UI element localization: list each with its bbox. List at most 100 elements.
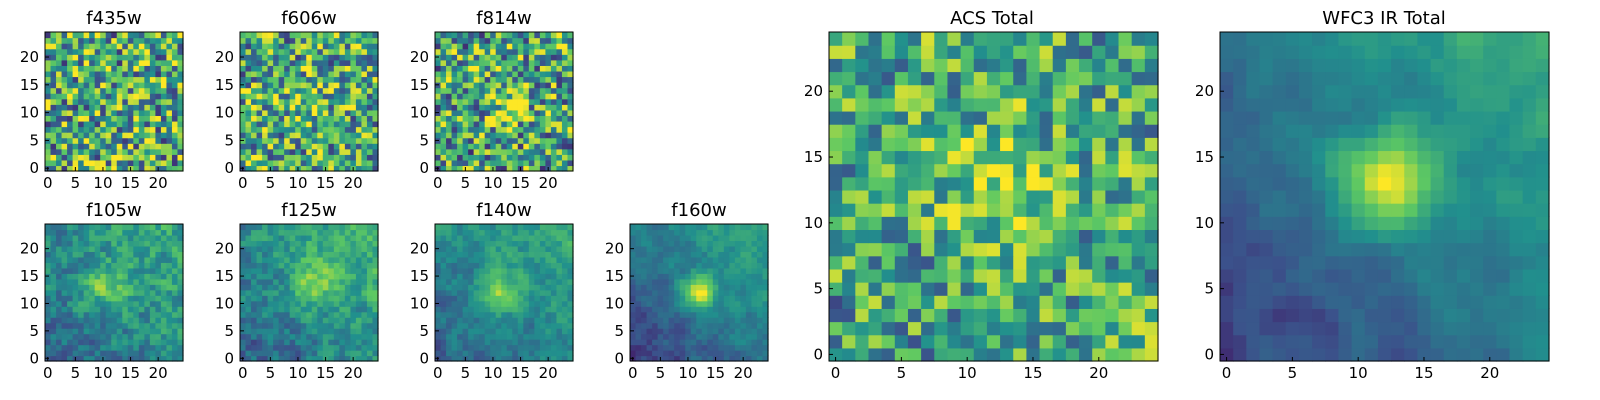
heatmap-cell — [322, 148, 329, 155]
heatmap-cell — [479, 43, 486, 50]
heatmap-cell — [740, 295, 747, 302]
heatmap-cell — [366, 311, 374, 318]
heatmap-cell — [311, 240, 318, 247]
heatmap-cell — [355, 159, 363, 167]
heatmap-cell — [240, 256, 247, 263]
x-tick-label: 20 — [149, 174, 168, 192]
heatmap-cell — [484, 240, 491, 247]
heatmap-cell — [339, 355, 346, 362]
heatmap-cell — [339, 322, 346, 329]
heatmap-cell — [545, 115, 552, 122]
heatmap-cell — [144, 165, 151, 172]
heatmap-cell — [567, 344, 574, 351]
heatmap-cell — [473, 289, 480, 296]
heatmap-cell — [545, 284, 552, 291]
heatmap-cell — [105, 43, 112, 50]
heatmap-cell — [144, 143, 151, 150]
heatmap-cell — [267, 322, 274, 329]
heatmap-cell — [245, 229, 252, 236]
heatmap-cell — [355, 333, 363, 340]
heatmap-cell — [457, 224, 464, 231]
heatmap-cell — [934, 163, 949, 178]
heatmap-cell — [528, 148, 535, 155]
heatmap-cell — [372, 224, 379, 231]
heatmap-cell — [160, 245, 168, 252]
heatmap-cell — [262, 267, 269, 274]
heatmap-cell — [947, 321, 962, 336]
heatmap-cell — [251, 137, 258, 144]
heatmap-cell — [372, 43, 379, 50]
heatmap-cell — [273, 154, 280, 161]
heatmap-cell — [462, 251, 469, 258]
heatmap-cell — [273, 43, 280, 50]
heatmap-cell — [322, 240, 329, 247]
heatmap-cell — [523, 126, 530, 133]
heatmap-cell — [479, 322, 486, 329]
heatmap-cell — [160, 311, 168, 318]
heatmap-cell — [267, 295, 274, 302]
heatmap-cell — [105, 82, 112, 89]
heatmap-cell — [144, 104, 151, 111]
heatmap-cell — [45, 289, 52, 296]
heatmap-cell — [907, 176, 922, 191]
heatmap-cell — [1144, 150, 1159, 165]
heatmap-cell — [311, 317, 318, 324]
heatmap-cell — [473, 273, 480, 280]
x-tick-label: 5 — [266, 364, 276, 382]
heatmap-cell — [745, 295, 753, 302]
heatmap-cell — [50, 82, 57, 89]
heatmap-cell — [534, 344, 541, 351]
heatmap-cell — [679, 355, 686, 362]
heatmap-cell — [440, 159, 447, 167]
y-tick-label: 5 — [419, 131, 429, 149]
heatmap-cell — [50, 251, 57, 258]
heatmap-cell — [67, 251, 74, 258]
heatmap-cell — [83, 273, 90, 280]
heatmap-cell — [306, 104, 313, 111]
heatmap-cell — [149, 65, 156, 72]
heatmap-cell — [160, 76, 168, 83]
heatmap-cell — [641, 273, 648, 280]
heatmap-cell — [567, 328, 574, 335]
heatmap-cell — [528, 289, 535, 296]
heatmap-cell — [177, 240, 184, 247]
heatmap-cell — [1013, 176, 1027, 191]
heatmap-cell — [160, 350, 168, 357]
heatmap-cell — [451, 109, 458, 116]
heatmap-cell — [567, 109, 574, 116]
heatmap-cell — [528, 273, 535, 280]
heatmap-cell — [473, 109, 480, 116]
heatmap-cell — [116, 32, 123, 39]
heatmap-cell — [284, 109, 291, 116]
heatmap-cell — [72, 344, 79, 351]
heatmap-cell — [556, 109, 563, 116]
heatmap-cell — [556, 256, 563, 263]
heatmap-cell — [366, 295, 374, 302]
heatmap-cell — [484, 317, 491, 324]
heatmap-cell — [512, 32, 519, 39]
heatmap-cell — [89, 87, 96, 94]
heatmap-cell — [1039, 124, 1054, 138]
heatmap-cell — [545, 70, 552, 78]
heatmap-cell — [328, 165, 335, 172]
heatmap-cell — [1092, 229, 1106, 244]
heatmap-cell — [829, 229, 843, 244]
heatmap-cell — [484, 350, 491, 357]
heatmap-cell — [729, 251, 736, 258]
heatmap-cell — [300, 295, 307, 302]
heatmap-cell — [355, 154, 363, 161]
x-tick-label: 0 — [628, 364, 638, 382]
heatmap-cell — [306, 267, 313, 274]
heatmap-cell — [122, 273, 129, 280]
heatmap-cell — [556, 355, 563, 362]
heatmap-cell — [1079, 163, 1093, 178]
heatmap-cell — [105, 126, 112, 133]
heatmap-cell — [251, 82, 258, 89]
heatmap-cell — [668, 317, 675, 324]
heatmap-cell — [528, 339, 535, 346]
heatmap-cell — [462, 295, 469, 302]
heatmap-cell — [56, 333, 63, 340]
heatmap-cell — [855, 295, 870, 309]
heatmap-cell — [267, 333, 274, 340]
